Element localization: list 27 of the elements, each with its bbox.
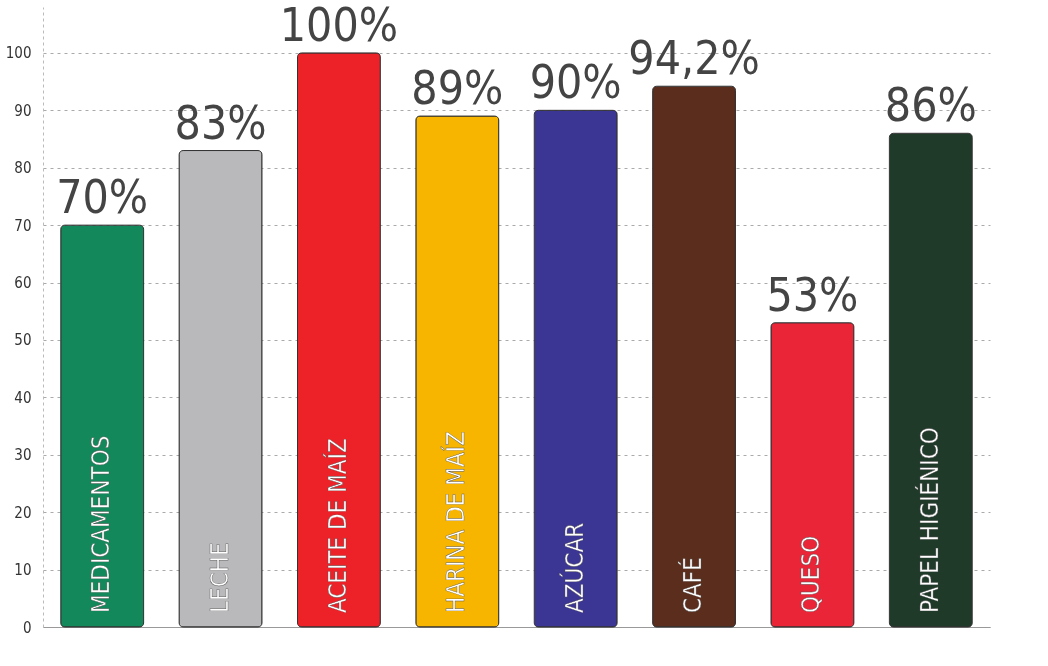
y-tick-label: 90	[14, 101, 32, 120]
y-tick-label: 40	[14, 388, 32, 407]
x-tick-label: AZÚCAR	[558, 522, 589, 613]
y-tick-label: 50	[14, 331, 32, 350]
x-tick-label: CAFÉ	[678, 557, 708, 613]
data-label: 53%	[766, 267, 859, 322]
y-tick-label: 10	[14, 561, 32, 580]
data-label: 86%	[884, 78, 977, 133]
y-tick-label: 60	[14, 274, 32, 293]
x-tick-label: LECHE	[205, 542, 234, 613]
x-tick-label: HARINA DE MAÍZ	[441, 431, 471, 613]
data-label: 90%	[529, 55, 622, 110]
data-label: 83%	[174, 95, 267, 150]
y-tick-label: 80	[14, 159, 32, 178]
y-tick-label: 0	[22, 618, 32, 637]
x-tick-label: QUESO	[797, 535, 826, 613]
y-tick-label: 20	[14, 503, 32, 522]
data-label: 70%	[56, 170, 149, 225]
y-tick-label: 70	[14, 216, 32, 235]
data-label: 100%	[279, 0, 399, 52]
x-tick-label: PAPEL HIGIÉNICO	[914, 427, 944, 613]
y-tick-label: 100	[5, 44, 32, 63]
x-tick-label: MEDICAMENTOS	[87, 435, 116, 613]
data-label: 89%	[411, 61, 504, 116]
data-label: 94,2%	[628, 31, 760, 86]
y-tick-label: 30	[14, 446, 32, 465]
x-tick-label: ACEITE DE MAÍZ	[322, 438, 352, 613]
